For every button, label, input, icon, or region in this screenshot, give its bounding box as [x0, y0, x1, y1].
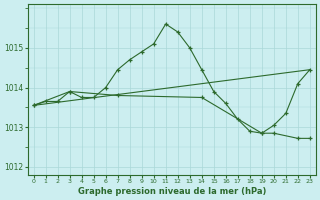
X-axis label: Graphe pression niveau de la mer (hPa): Graphe pression niveau de la mer (hPa)	[77, 187, 266, 196]
